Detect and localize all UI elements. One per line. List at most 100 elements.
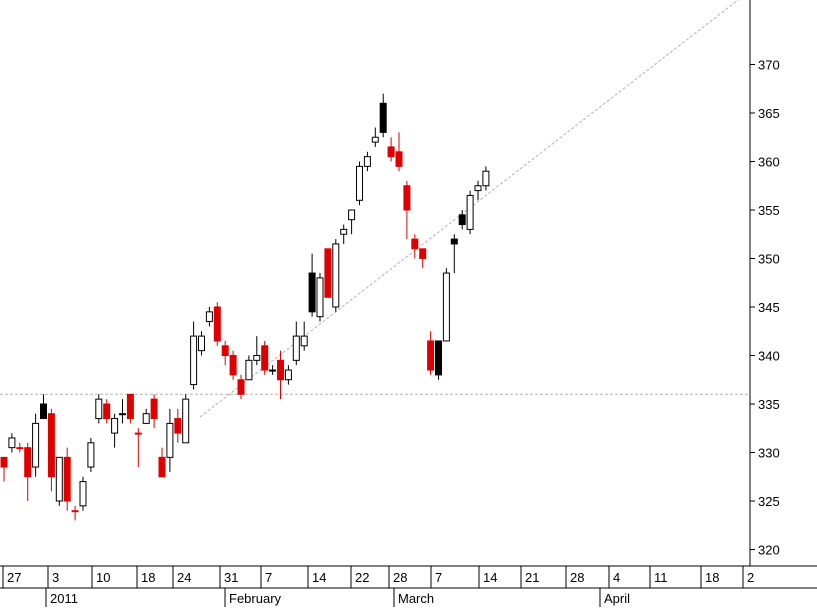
x-day-label: 10 — [96, 570, 110, 585]
candle-body — [458, 214, 466, 226]
candle — [134, 428, 142, 468]
candle — [356, 161, 363, 206]
candle — [205, 307, 213, 327]
candle-body — [142, 413, 150, 424]
candle — [419, 248, 427, 269]
candle-body — [79, 481, 87, 507]
candle — [442, 268, 450, 342]
y-tick-label: 330 — [758, 446, 780, 461]
candle-body — [379, 102, 387, 133]
candle — [316, 273, 324, 322]
candle-body — [158, 456, 166, 478]
candle — [435, 340, 442, 380]
candle — [450, 234, 458, 274]
candle — [324, 248, 332, 298]
candle — [150, 394, 158, 429]
candle-body — [182, 398, 190, 444]
candle — [482, 166, 490, 191]
candle — [427, 331, 435, 375]
x-day-label: 27 — [7, 570, 21, 585]
candle-body — [474, 185, 482, 192]
candle-body — [205, 311, 213, 323]
candle — [379, 93, 387, 138]
y-tick-label: 360 — [758, 155, 780, 170]
candle-body — [277, 359, 284, 381]
x-month-label: April — [604, 591, 630, 606]
candle-body — [229, 355, 237, 376]
x-day-label: 18 — [141, 570, 155, 585]
x-day-label: 7 — [265, 570, 272, 585]
candle-body — [47, 413, 55, 478]
x-day-label: 31 — [224, 570, 238, 585]
candle-body — [95, 398, 103, 420]
y-tick-label: 320 — [758, 543, 780, 558]
candle-body — [482, 170, 490, 187]
x-day-label: 11 — [654, 570, 668, 585]
candle — [348, 209, 356, 235]
candle — [55, 456, 63, 506]
candle — [237, 374, 245, 400]
candle — [95, 394, 103, 424]
candle-body — [348, 209, 356, 221]
x-day-label: 21 — [525, 570, 539, 585]
candle-body — [55, 456, 63, 502]
y-tick-label: 350 — [758, 252, 780, 267]
candle — [403, 180, 411, 240]
candle — [87, 437, 95, 472]
y-tick-label: 335 — [758, 397, 780, 412]
candle-body — [427, 340, 435, 371]
candle-body — [442, 272, 450, 342]
candle-body — [324, 248, 332, 298]
candle-body — [16, 447, 24, 450]
x-axis: 27 3 10 18 24 31 7 14 22 28 7 14 21 28 4 11 18 2 2011 Febru… — [0, 565, 817, 607]
candle-body — [387, 146, 395, 158]
y-tick-label: 340 — [758, 349, 780, 364]
x-day-label: 24 — [177, 570, 191, 585]
candle — [182, 394, 190, 444]
candle — [466, 190, 474, 235]
candle — [245, 355, 253, 381]
candle-body — [371, 136, 379, 143]
candle-body — [245, 359, 253, 381]
candle-body — [411, 238, 419, 250]
candle — [79, 476, 87, 511]
candle-body — [300, 335, 308, 347]
candle — [63, 447, 71, 511]
candle-body — [119, 413, 126, 416]
reference-lines — [0, 0, 750, 418]
candle — [119, 399, 126, 424]
y-tick-label: 370 — [758, 58, 780, 73]
candle — [24, 442, 32, 501]
candle-body — [292, 335, 300, 361]
candle-body — [363, 156, 371, 167]
candle-body — [466, 194, 474, 230]
candle-body — [190, 335, 198, 386]
candle — [40, 394, 47, 420]
candle-body — [87, 442, 95, 468]
x-day-label: 18 — [705, 570, 719, 585]
candle — [126, 393, 134, 424]
candle — [166, 408, 174, 472]
candle-body — [253, 355, 261, 361]
candle — [158, 447, 166, 478]
candle — [261, 340, 269, 375]
x-day-label: 3 — [52, 570, 59, 585]
candle — [0, 456, 8, 482]
candle-body — [71, 510, 79, 513]
candle — [47, 408, 55, 492]
candle — [474, 180, 482, 201]
candle — [395, 132, 403, 172]
candle — [253, 336, 261, 366]
candle — [16, 442, 24, 453]
candle-body — [103, 403, 111, 420]
candle-body — [166, 422, 174, 458]
candle — [103, 399, 111, 424]
candle-body — [63, 456, 71, 502]
candle-body — [435, 340, 442, 376]
candle-body — [32, 422, 40, 468]
candle — [300, 321, 308, 351]
y-tick-label: 365 — [758, 106, 780, 121]
candle-body — [126, 393, 134, 420]
